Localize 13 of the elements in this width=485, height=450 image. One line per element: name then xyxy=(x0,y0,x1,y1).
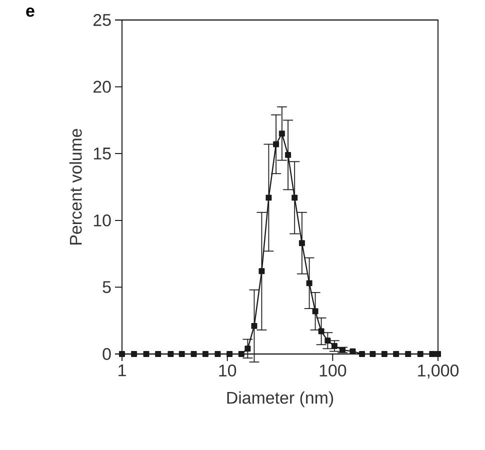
x-tick-label: 1,000 xyxy=(418,364,459,379)
y-tick-label: 0 xyxy=(102,348,111,360)
x-tick-label: 100 xyxy=(320,364,346,377)
y-axis-title: Percent volume xyxy=(69,128,82,244)
x-tick-label: 1 xyxy=(118,364,126,376)
x-axis-title: Diameter (nm) xyxy=(227,391,334,408)
y-tick-label: 5 xyxy=(102,281,111,294)
text: e xyxy=(26,8,34,17)
y-tick-label: 10 xyxy=(94,214,111,226)
y-tick-label: 20 xyxy=(94,80,111,93)
x-tick-label: 10 xyxy=(219,364,236,377)
y-tick-label: 15 xyxy=(94,148,111,160)
y-tick-label: 25 xyxy=(94,14,111,26)
